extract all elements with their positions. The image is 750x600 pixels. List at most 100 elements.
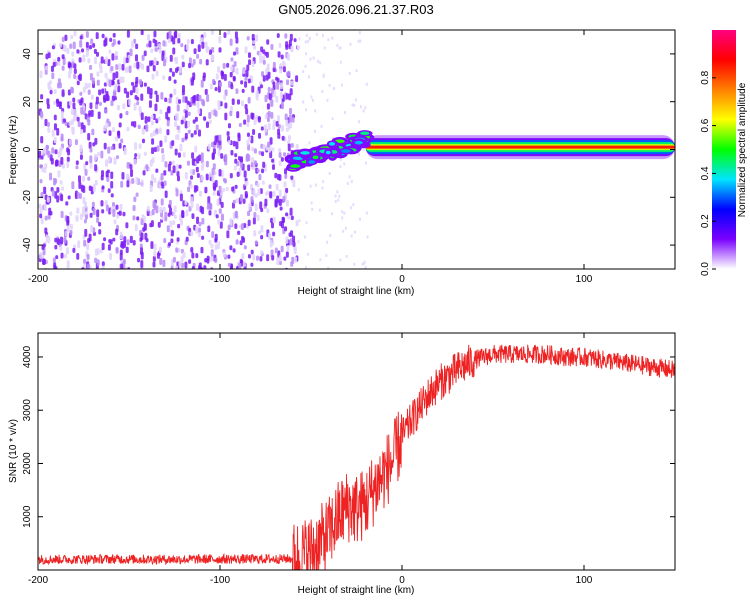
heatmap-cell — [94, 179, 98, 186]
heatmap-cell — [209, 171, 213, 177]
heatmap-cell — [76, 49, 80, 54]
heatmap-cell — [305, 221, 308, 225]
heatmap-cell — [322, 73, 325, 77]
heatmap-cell — [171, 71, 175, 77]
heatmap-cell — [169, 220, 173, 228]
heatmap-cell — [338, 194, 341, 198]
heatmap-cell — [169, 93, 173, 98]
heatmap-cell — [219, 81, 223, 87]
heatmap-cell — [211, 153, 215, 160]
heatmap-cell — [99, 65, 103, 74]
heatmap-cell — [236, 111, 240, 119]
heatmap-cell — [76, 207, 80, 214]
heatmap-cell — [134, 95, 138, 100]
heatmap-cell — [359, 39, 362, 43]
heatmap-cell — [121, 171, 125, 180]
heatmap-cell — [258, 52, 262, 58]
heatmap-cell — [98, 89, 102, 96]
heatmap-cell — [89, 212, 93, 218]
heatmap-cell — [160, 198, 164, 206]
heatmap-cell — [80, 106, 84, 115]
heatmap-cell — [200, 267, 204, 269]
heatmap-cell — [44, 194, 48, 201]
heatmap-cell — [274, 172, 278, 179]
heatmap-cell — [184, 261, 188, 269]
heatmap-cell — [101, 170, 105, 177]
heatmap-cell — [39, 70, 43, 79]
heatmap-cell — [161, 148, 165, 154]
heatmap-cell — [284, 113, 288, 121]
heatmap-cell — [304, 64, 307, 68]
heatmap-cell — [140, 30, 144, 36]
heatmap-cell — [70, 35, 74, 40]
heatmap-cell — [89, 162, 93, 169]
heatmap-cell — [177, 248, 181, 253]
transition-blob — [325, 150, 331, 155]
heatmap-cell — [354, 230, 357, 234]
heatmap-cell — [176, 104, 180, 112]
heatmap-cell — [181, 211, 185, 219]
heatmap-cell — [162, 206, 166, 212]
heatmap-cell — [196, 53, 200, 59]
heatmap-cell — [88, 141, 92, 149]
heatmap-cell — [232, 75, 236, 81]
heatmap-cell — [149, 60, 153, 67]
heatmap-cell — [111, 80, 115, 85]
heatmap-cell — [339, 165, 342, 169]
heatmap-cell — [218, 185, 222, 194]
heatmap-cell — [197, 129, 201, 137]
heatmap-cell — [140, 260, 144, 269]
heatmap-cell — [343, 111, 346, 115]
heatmap-cell — [133, 120, 137, 128]
heatmap-cell — [40, 155, 44, 160]
y-tick-label: 40 — [22, 48, 33, 60]
heatmap-cell — [199, 58, 203, 65]
heatmap-cell — [162, 259, 166, 268]
heatmap-cell — [308, 37, 311, 41]
x-tick-label: -100 — [210, 575, 230, 586]
heatmap-cell — [218, 208, 222, 214]
heatmap-cell — [53, 136, 57, 144]
heatmap-cell — [177, 32, 181, 39]
heatmap-cell — [197, 44, 201, 53]
heatmap-cell — [229, 110, 233, 117]
snr-plot-area — [38, 333, 675, 570]
heatmap-cell — [72, 102, 76, 109]
heatmap-cell — [276, 173, 280, 181]
heatmap-cell — [174, 121, 178, 127]
heatmap-cell — [164, 190, 168, 199]
heatmap-cell — [141, 63, 145, 70]
heatmap-cell — [67, 89, 71, 96]
heatmap-cell — [87, 82, 91, 88]
heatmap-cell — [101, 209, 105, 214]
heatmap-cell — [132, 239, 136, 246]
heatmap-cell — [84, 228, 88, 237]
heatmap-cell — [175, 247, 179, 253]
heatmap-cell — [234, 223, 238, 230]
heatmap-cell — [328, 83, 331, 87]
heatmap-cell — [47, 150, 51, 158]
heatmap-cell — [111, 95, 115, 102]
heatmap-cell — [187, 129, 191, 134]
transition-blob — [354, 140, 363, 145]
heatmap-cell — [178, 260, 182, 267]
heatmap-cell — [43, 203, 47, 212]
heatmap-cell — [272, 190, 276, 197]
heatmap-cell — [219, 101, 223, 107]
heatmap-cell — [79, 40, 83, 48]
heatmap-cell — [206, 255, 210, 262]
heatmap-cell — [141, 54, 145, 61]
heatmap-cell — [151, 157, 155, 164]
heatmap-cell — [318, 208, 321, 212]
heatmap-cell — [93, 48, 97, 55]
heatmap-cell — [280, 157, 284, 162]
heatmap-cell — [109, 37, 113, 42]
heatmap-cell — [139, 243, 143, 249]
heatmap-cell — [172, 256, 176, 263]
heatmap-cell — [339, 157, 342, 161]
heatmap-cell — [55, 255, 59, 260]
heatmap-cell — [66, 260, 70, 269]
heatmap-cell — [159, 140, 163, 147]
heatmap-cell — [272, 61, 276, 69]
heatmap-cell — [350, 234, 353, 238]
